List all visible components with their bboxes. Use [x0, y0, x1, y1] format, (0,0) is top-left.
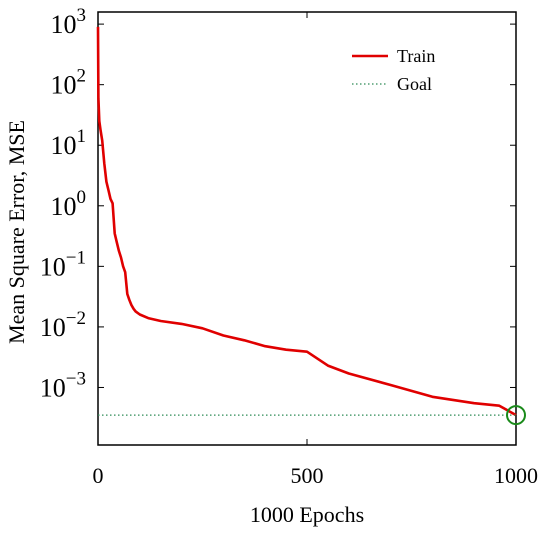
y-axis: 103 102 101 100 10−1 10−2 10−3 [40, 5, 516, 402]
y-tick-label: 102 [51, 66, 87, 100]
y-tick-label: 10−3 [40, 368, 86, 402]
y-tick-label: 10−1 [40, 247, 86, 281]
x-axis: 0 500 1000 [93, 12, 538, 488]
best-epoch-marker [506, 405, 526, 426]
legend-label-goal: Goal [397, 74, 432, 94]
plot-frame [97, 11, 517, 446]
legend: Train Goal [352, 46, 435, 94]
x-tick-label: 0 [93, 463, 104, 488]
x-tick-label: 1000 [494, 463, 538, 488]
series-layer [96, 26, 526, 426]
y-axis-title: Mean Square Error, MSE [4, 120, 29, 344]
y-tick-label: 103 [51, 5, 87, 39]
y-tick-label: 100 [51, 187, 87, 221]
x-axis-title: 1000 Epochs [250, 502, 364, 527]
series-train-line [96, 26, 517, 417]
legend-label-train: Train [397, 46, 435, 66]
y-tick-label: 101 [51, 126, 87, 160]
x-tick-label: 500 [291, 463, 324, 488]
y-tick-label: 10−2 [40, 308, 86, 342]
